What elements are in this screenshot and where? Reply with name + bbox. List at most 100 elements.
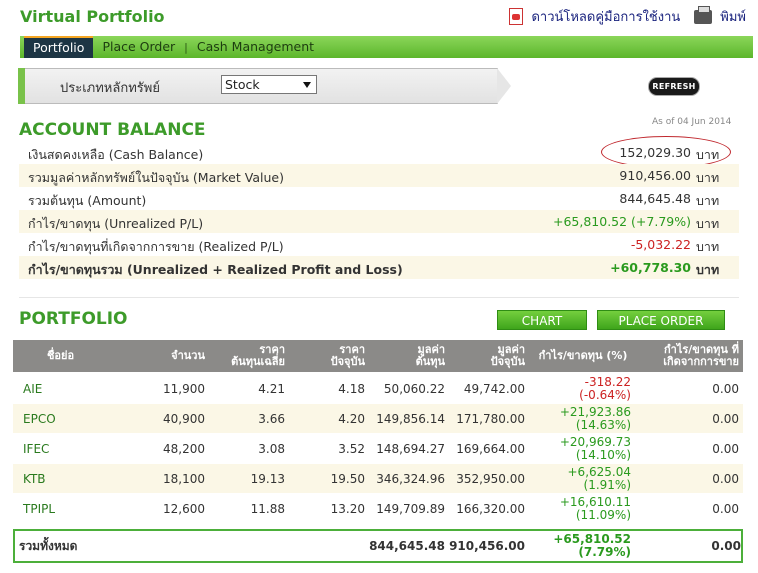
cell-value: 171,780.00 <box>456 411 525 426</box>
security-type-label: ประเภทหลักทรัพย์ <box>60 81 160 96</box>
pdf-icon[interactable] <box>509 8 524 25</box>
cell-pl: -318.22 (-0.64%) <box>579 375 631 402</box>
cell-cost: 346,324.96 <box>376 471 445 486</box>
download-manual-link[interactable]: ดาวน์โหลดคู่มือการใช้งาน <box>531 10 681 25</box>
cell-avg-cost: 19.13 <box>250 471 285 486</box>
balance-unit: บาท <box>696 170 720 185</box>
col-market-value: มูลค่า ปัจจุบัน <box>490 343 525 368</box>
cell-value: 169,664.00 <box>456 441 525 456</box>
cell-price: 3.52 <box>338 441 365 456</box>
cell-price: 4.20 <box>338 411 365 426</box>
tab-divider: | <box>184 40 188 54</box>
cell-realized: 0.00 <box>712 441 739 456</box>
page-title: Virtual Portfolio <box>20 7 165 26</box>
cell-price: 19.50 <box>330 471 365 486</box>
security-type-value: Stock <box>225 77 260 92</box>
balance-row-market-value: รวมมูลค่าหลักทรัพย์ในปัจจุบัน (Market Va… <box>19 164 739 187</box>
chevron-down-icon <box>303 82 311 88</box>
balance-value: 910,456.00 <box>619 168 691 183</box>
cell-pl: +16,610.11 (11.09%) <box>559 495 631 522</box>
symbol-link[interactable]: EPCO <box>23 411 56 426</box>
filter-bar-arrow <box>497 68 511 104</box>
total-cost: 844,645.48 <box>369 538 445 553</box>
cell-realized: 0.00 <box>712 381 739 396</box>
balance-label: รวมมูลค่าหลักทรัพย์ในปัจจุบัน (Market Va… <box>28 170 284 185</box>
print-link[interactable]: พิมพ์ <box>720 10 746 25</box>
col-realized: กำไร/ขาดทุน ที่ เกิดจากการขาย <box>663 343 739 368</box>
printer-icon[interactable] <box>694 5 713 24</box>
cell-realized: 0.00 <box>712 411 739 426</box>
cell-volume: 11,900 <box>163 381 205 396</box>
balance-unit: บาท <box>696 193 720 208</box>
balance-row-total-pl: กำไร/ขาดทุนรวม (Unrealized + Realized Pr… <box>19 256 739 279</box>
balance-unit: บาท <box>696 262 720 277</box>
col-symbol: ชื่อย่อ <box>46 349 75 362</box>
balance-row-amount: รวมต้นทุน (Amount) 844,645.48 บาท <box>19 187 739 210</box>
cell-cost: 149,856.14 <box>376 411 445 426</box>
symbol-link[interactable]: AIE <box>23 381 43 396</box>
table-row: AIE 11,900 4.21 4.18 50,060.22 49,742.00… <box>13 374 743 404</box>
cell-price: 4.18 <box>338 381 365 396</box>
security-type-select[interactable]: Stock <box>221 75 317 94</box>
symbol-link[interactable]: TPIPL <box>23 501 56 516</box>
balance-label: กำไร/ขาดทุนรวม (Unrealized + Realized Pr… <box>28 262 403 277</box>
balance-label: กำไร/ขาดทุน (Unrealized P/L) <box>28 216 204 231</box>
cell-pl: +20,969.73 (14.10%) <box>559 435 631 462</box>
portfolio-total-row: รวมทั้งหมด 844,645.48 910,456.00 +65,810… <box>13 529 743 563</box>
cell-value: 352,950.00 <box>456 471 525 486</box>
portfolio-title: PORTFOLIO <box>19 309 128 329</box>
symbol-link[interactable]: KTB <box>23 471 46 486</box>
balance-value: +60,778.30 <box>610 260 691 275</box>
cell-avg-cost: 3.08 <box>258 441 285 456</box>
balance-label: รวมต้นทุน (Amount) <box>28 193 147 208</box>
balance-value: 844,645.48 <box>619 191 691 206</box>
table-row: TPIPL 12,600 11.88 13.20 149,709.89 166,… <box>13 494 743 524</box>
cell-volume: 18,100 <box>163 471 205 486</box>
cell-avg-cost: 11.88 <box>250 501 285 516</box>
table-row: EPCO 40,900 3.66 4.20 149,856.14 171,780… <box>13 404 743 434</box>
balance-row-realized: กำไร/ขาดทุนที่เกิดจากการขาย (Realized P/… <box>19 233 739 256</box>
cell-price: 13.20 <box>330 501 365 516</box>
total-realized: 0.00 <box>711 538 741 553</box>
tab-portfolio[interactable]: Portfolio <box>24 36 94 58</box>
section-divider <box>19 297 739 298</box>
cell-realized: 0.00 <box>712 471 739 486</box>
chart-button[interactable]: CHART <box>497 310 587 330</box>
tab-place-order[interactable]: Place Order <box>102 39 176 54</box>
cell-realized: 0.00 <box>712 501 739 516</box>
col-volume: จำนวน <box>171 349 205 362</box>
cell-cost: 148,694.27 <box>376 441 445 456</box>
refresh-button[interactable]: REFRESH <box>649 78 699 95</box>
cell-volume: 48,200 <box>163 441 205 456</box>
cell-volume: 40,900 <box>163 411 205 426</box>
balance-label: เงินสดคงเหลือ (Cash Balance) <box>28 147 204 162</box>
balance-value: -5,032.22 <box>630 237 691 252</box>
table-row: KTB 18,100 19.13 19.50 346,324.96 352,95… <box>13 464 743 494</box>
total-label: รวมทั้งหมด <box>19 538 78 553</box>
cell-cost: 149,709.89 <box>376 501 445 516</box>
table-row: IFEC 48,200 3.08 3.52 148,694.27 169,664… <box>13 434 743 464</box>
cell-cost: 50,060.22 <box>383 381 445 396</box>
cell-avg-cost: 3.66 <box>258 411 285 426</box>
tab-cash-management[interactable]: Cash Management <box>196 39 315 54</box>
balance-unit: บาท <box>696 216 720 231</box>
header: Virtual Portfolio ดาวน์โหลดคู่มือการใช้ง… <box>0 0 758 36</box>
cell-pl: +21,923.86 (14.63%) <box>559 405 631 432</box>
total-pl: +65,810.52 (7.79%) <box>553 532 631 559</box>
total-value: 910,456.00 <box>449 538 525 553</box>
header-links: ดาวน์โหลดคู่มือการใช้งาน พิมพ์ <box>509 5 746 27</box>
account-balance-title: ACCOUNT BALANCE <box>19 120 206 140</box>
col-price: ราคา ปัจจุบัน <box>330 343 365 368</box>
cell-value: 166,320.00 <box>456 501 525 516</box>
symbol-link[interactable]: IFEC <box>23 441 50 456</box>
col-avg-cost: ราคา ต้นทุนเฉลี่ย <box>231 343 285 368</box>
cell-pl: +6,625.04 (1.91%) <box>567 465 632 492</box>
as-of-date: As of 04 Jun 2014 <box>652 117 732 127</box>
place-order-button[interactable]: PLACE ORDER <box>597 310 725 330</box>
cell-volume: 12,600 <box>163 501 205 516</box>
nav-tabs: Portfolio Place Order | Cash Management <box>20 36 753 58</box>
balance-unit: บาท <box>696 239 720 254</box>
balance-value: +65,810.52 (+7.79%) <box>552 214 691 229</box>
cell-value: 49,742.00 <box>463 381 525 396</box>
portfolio-table-header: ชื่อย่อ จำนวน ราคา ต้นทุนเฉลี่ย ราคา ปัจจุ… <box>13 340 743 372</box>
